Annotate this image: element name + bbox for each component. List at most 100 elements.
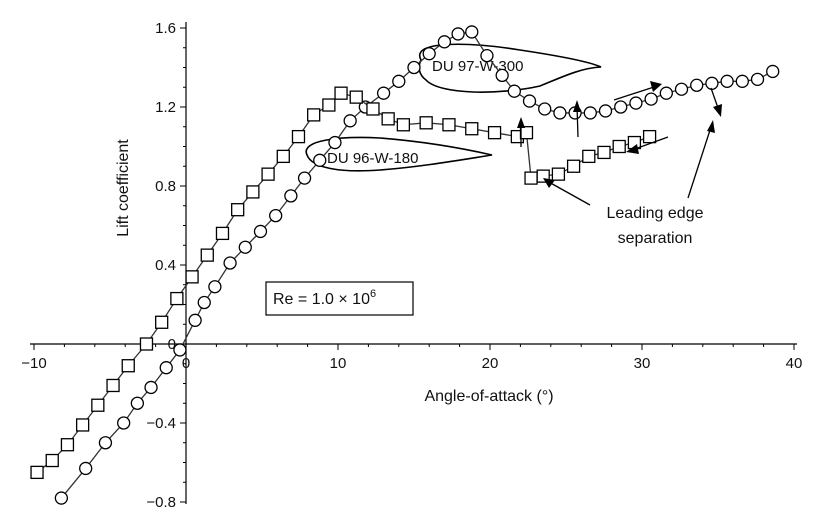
data-point-circle: [465, 25, 479, 39]
x-ticks: −10 0 10 20 30 40: [21, 344, 802, 372]
data-point-circle: [284, 189, 298, 203]
data-point-circle: [253, 224, 268, 239]
data-point-circle: [117, 416, 131, 430]
data-point-square: [215, 226, 230, 241]
x-tick-label: 20: [482, 355, 499, 372]
airfoil-du96-label: DU 96-W-180: [327, 150, 418, 167]
arrow-du96-back: [626, 136, 669, 154]
data-point-circle: [238, 240, 252, 254]
data-point-square: [322, 98, 336, 112]
data-point-circle: [690, 78, 704, 92]
data-point-circle: [766, 64, 780, 79]
data-point-square: [396, 118, 411, 132]
data-point-circle: [629, 96, 643, 110]
data-point-circle: [173, 343, 187, 357]
data-point-circle: [130, 396, 145, 410]
y-tick-label: 1.2: [155, 99, 176, 116]
leading-edge-annotation: Leading edge separation: [543, 120, 715, 247]
data-point-circle: [522, 94, 537, 108]
data-point-circle: [598, 104, 613, 118]
data-point-circle: [480, 49, 494, 63]
data-point-circle: [553, 106, 567, 120]
data-point-square: [487, 126, 502, 140]
data-point-square: [106, 378, 120, 393]
data-point-circle: [495, 68, 509, 83]
data-point-circle: [735, 74, 749, 88]
y-tick-label: −0.8: [146, 494, 176, 511]
reynolds-number-box: Re = 1.0 × 106: [265, 281, 414, 316]
data-point-circle: [343, 114, 357, 128]
data-point-circle: [437, 35, 452, 49]
data-point-square: [597, 145, 611, 160]
data-point-square: [185, 270, 199, 284]
data-point-circle: [223, 256, 237, 270]
data-point-square: [246, 185, 260, 199]
data-point-square: [465, 122, 479, 136]
data-point-square: [642, 129, 657, 144]
data-point-circle: [705, 76, 719, 90]
data-point-square: [170, 291, 184, 306]
y-axis-title: Lift coefficient: [115, 139, 132, 237]
leading-edge-label-line2: separation: [618, 230, 693, 247]
x-tick-label: −10: [21, 355, 46, 372]
y-tick-label: 1.6: [155, 20, 176, 37]
y-tick-label: −0.4: [146, 415, 176, 432]
y-tick-label: 0: [168, 336, 176, 353]
data-point-square: [30, 465, 44, 480]
arrow-du96-up: [517, 117, 525, 147]
data-point-square: [200, 248, 214, 262]
data-point-square: [524, 171, 538, 185]
data-point-circle: [144, 380, 158, 395]
data-point-circle: [208, 280, 222, 294]
axes: [30, 22, 797, 504]
data-point-square: [366, 102, 380, 116]
data-point-circle: [297, 171, 312, 185]
data-point-circle: [407, 60, 421, 75]
data-point-circle: [269, 208, 283, 223]
data-point-square: [45, 453, 59, 468]
data-point-square: [139, 337, 154, 351]
x-tick-label: 10: [330, 355, 347, 372]
arrow-du97-forward: [613, 81, 662, 101]
x-tick-label: 40: [786, 355, 803, 372]
data-point-square: [121, 359, 135, 373]
data-point-square: [155, 315, 169, 329]
data-point-circle: [422, 47, 436, 61]
data-point-circle: [583, 106, 597, 120]
data-point-square: [261, 167, 275, 181]
data-point-square: [551, 167, 566, 181]
reynolds-number-exponent: 6: [370, 288, 376, 300]
data-point-square: [75, 418, 90, 432]
data-point-square: [231, 203, 245, 217]
data-point-circle: [392, 74, 406, 88]
data-point-circle: [614, 100, 628, 114]
y-tick-label: 0.4: [155, 257, 176, 274]
data-point-circle: [376, 86, 391, 100]
airfoil-du97-shape: [418, 43, 602, 93]
data-point-square: [307, 108, 321, 122]
data-point-square: [334, 86, 348, 100]
data-point-circle: [644, 92, 658, 106]
data-point-square: [519, 126, 534, 140]
data-point-circle: [79, 461, 93, 476]
data-point-square: [566, 159, 581, 173]
data-point-circle: [750, 72, 765, 86]
reynolds-number-label: Re = 1.0 × 106: [273, 288, 376, 308]
data-point-circle: [188, 313, 202, 327]
data-point-circle: [197, 295, 211, 310]
data-point-circle: [507, 84, 521, 98]
airfoil-du96-shape: [305, 136, 493, 172]
data-point-circle: [328, 135, 342, 150]
data-point-square: [381, 112, 395, 126]
arrow-du97-up: [573, 100, 581, 138]
data-point-circle: [98, 436, 113, 450]
data-point-square: [442, 118, 456, 132]
x-tick-label: 30: [634, 355, 651, 372]
data-point-square: [582, 149, 596, 164]
data-point-circle: [674, 82, 689, 96]
y-ticks: −0.8 −0.4 0 0.4 0.8 1.2 1.6: [146, 20, 186, 511]
leading-edge-label-line1: Leading edge: [607, 205, 704, 222]
data-point-circle: [538, 102, 552, 116]
data-point-square: [291, 129, 306, 144]
